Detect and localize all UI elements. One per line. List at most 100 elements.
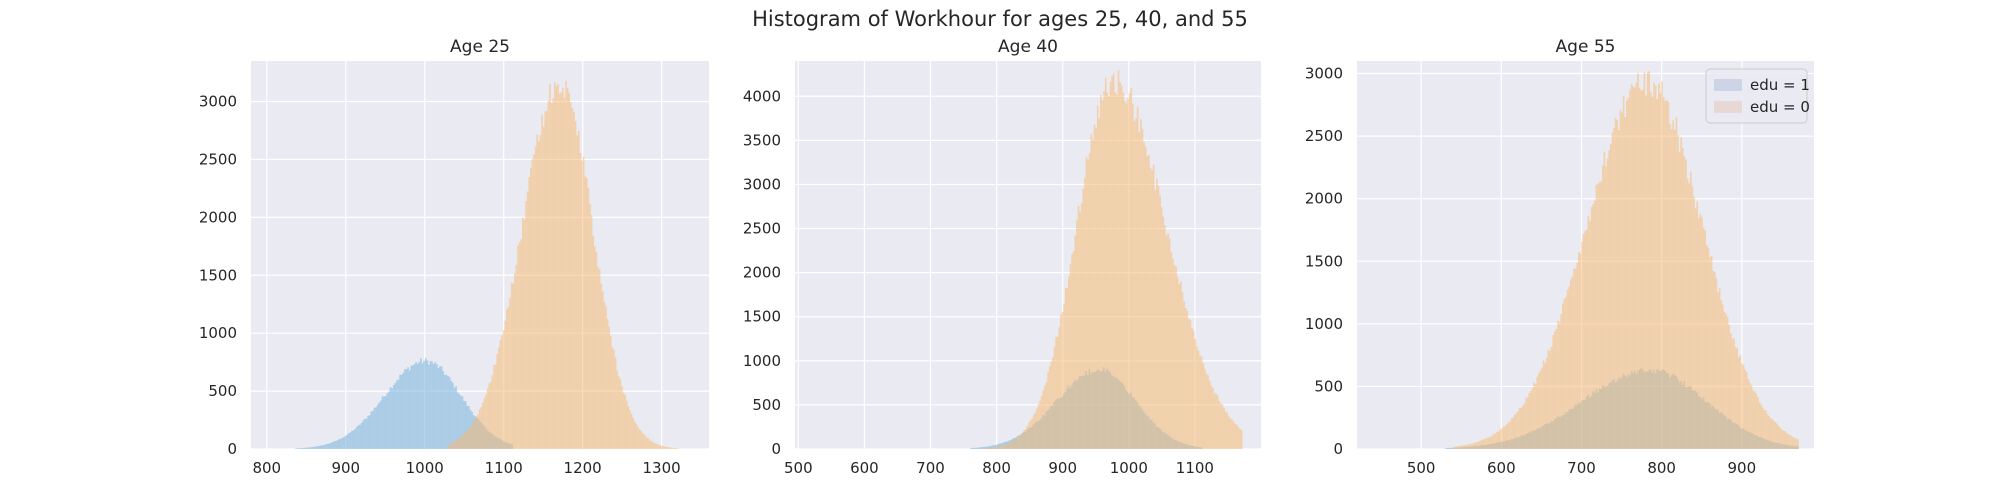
histogram-bin — [1044, 385, 1046, 449]
histogram-bin — [1746, 372, 1748, 449]
histogram-bin — [1650, 92, 1652, 449]
histogram-bin — [606, 319, 609, 449]
histogram-bin — [1576, 262, 1579, 449]
histogram-bin — [1164, 225, 1166, 449]
histogram-bin — [1626, 100, 1628, 450]
histogram-bin — [413, 364, 416, 449]
histogram-bin — [670, 447, 673, 449]
histogram-bin — [666, 446, 668, 449]
histogram-bin — [640, 430, 643, 449]
histogram-bin — [1579, 253, 1582, 449]
histogram-bin — [1232, 421, 1235, 449]
histogram-bin — [466, 431, 468, 449]
histogram-bin — [648, 439, 651, 449]
histogram-bin — [534, 146, 537, 449]
histogram-bin — [362, 420, 365, 449]
x-tick-label: 900 — [1728, 459, 1757, 477]
histogram-bin — [341, 437, 344, 449]
y-tick-label: 2000 — [743, 264, 781, 282]
histogram-bin — [605, 306, 607, 449]
histogram-bin — [306, 447, 309, 449]
histogram-bin — [554, 82, 556, 450]
histogram-bin — [528, 177, 531, 449]
histogram-bin — [1501, 428, 1503, 449]
histogram-bin — [986, 448, 989, 449]
histogram-bin — [1449, 447, 1452, 449]
histogram-bin — [466, 405, 469, 449]
histogram-bin — [624, 394, 627, 449]
histogram-bin — [1488, 437, 1491, 449]
histogram-bin — [1152, 164, 1155, 449]
x-tick-label: 600 — [1487, 459, 1516, 477]
histogram-bin — [1616, 120, 1619, 449]
histogram-bin — [462, 433, 465, 449]
histogram-bin — [1731, 338, 1734, 449]
histogram-bin — [565, 80, 567, 449]
histogram-bin — [518, 242, 521, 449]
histogram-bin — [335, 440, 337, 449]
histogram-bin — [1795, 438, 1798, 449]
subplot-title: Age 25 — [450, 37, 510, 57]
histogram-bin — [653, 442, 655, 449]
histogram-bin — [654, 443, 657, 449]
histogram-bin — [1215, 393, 1217, 449]
histogram-bin — [1776, 423, 1779, 449]
histogram-bin — [470, 425, 473, 449]
histogram-bin — [595, 251, 598, 449]
histogram-bin — [1467, 444, 1470, 449]
histogram-bin — [1730, 333, 1732, 449]
histogram-bin — [1672, 120, 1675, 449]
histogram-bin — [1736, 348, 1739, 449]
histogram-bin — [389, 387, 392, 449]
histogram-bin — [1053, 346, 1056, 449]
histogram-bin — [1050, 361, 1053, 449]
histogram-bin — [542, 126, 545, 449]
x-tick-label: 1100 — [1176, 459, 1214, 477]
histogram-bin — [525, 200, 527, 449]
x-tick-label: 500 — [1407, 459, 1436, 477]
histogram-bin — [445, 374, 448, 449]
histogram-bin — [459, 436, 462, 449]
histogram-bin — [1154, 190, 1157, 449]
histogram-bin — [989, 446, 991, 449]
histogram-bin — [1005, 443, 1008, 449]
histogram-bin — [1589, 221, 1591, 449]
histogram-bin — [1453, 446, 1455, 449]
histogram-bin — [384, 396, 387, 449]
histogram-bin — [1779, 427, 1782, 449]
histogram-bin — [1191, 328, 1193, 449]
histogram-bin — [571, 108, 574, 449]
histogram-bin — [1539, 370, 1542, 449]
y-tick-label: 2000 — [1305, 190, 1343, 208]
histogram-bin — [359, 424, 361, 449]
histogram-bin — [986, 446, 988, 449]
histogram-bin — [418, 362, 421, 449]
histogram-bin — [1064, 287, 1067, 449]
histogram-bin — [608, 326, 611, 449]
histogram-bin — [1662, 97, 1665, 449]
histogram-bin — [587, 188, 590, 450]
histogram-bin — [1128, 93, 1131, 450]
histogram-bin — [383, 396, 385, 449]
histogram-bin — [1039, 400, 1041, 449]
histogram-bin — [370, 411, 373, 449]
histogram-bin — [373, 407, 376, 449]
y-tick-label: 1500 — [743, 308, 781, 326]
histogram-bin — [1541, 367, 1543, 449]
legend-label: edu = 1 — [1750, 76, 1810, 94]
histogram-bin — [1446, 448, 1449, 449]
histogram-bin — [464, 401, 467, 449]
histogram-bin — [1058, 326, 1061, 449]
histogram-bin — [1688, 183, 1691, 449]
y-tick-label: 4000 — [743, 87, 781, 105]
histogram-bin — [463, 400, 465, 449]
histogram-bin — [669, 447, 671, 449]
histogram-bin — [1170, 252, 1173, 449]
histogram-bin — [1523, 403, 1526, 449]
histogram-bin — [557, 83, 559, 449]
histogram-bin — [1240, 430, 1243, 449]
histogram-bin — [1637, 73, 1639, 450]
histogram-bin — [994, 447, 997, 449]
histogram-bin — [1144, 146, 1147, 449]
histogram-bin — [1218, 401, 1221, 449]
